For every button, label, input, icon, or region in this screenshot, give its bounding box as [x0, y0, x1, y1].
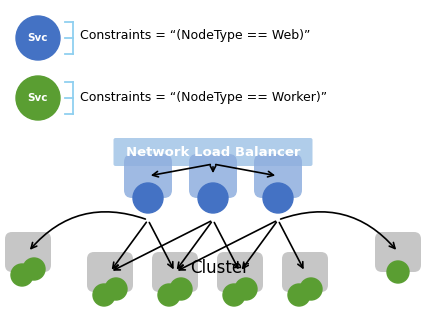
FancyBboxPatch shape [113, 138, 313, 166]
Circle shape [133, 183, 163, 213]
FancyBboxPatch shape [189, 154, 237, 198]
Circle shape [158, 284, 180, 306]
Text: Constraints = “(NodeType == Web)”: Constraints = “(NodeType == Web)” [80, 29, 311, 42]
Circle shape [16, 16, 60, 60]
FancyBboxPatch shape [217, 252, 263, 292]
FancyBboxPatch shape [124, 154, 172, 198]
FancyBboxPatch shape [282, 252, 328, 292]
Text: Network Load Balancer: Network Load Balancer [126, 145, 300, 159]
Text: Svc: Svc [28, 33, 48, 43]
Circle shape [11, 264, 33, 286]
Circle shape [387, 261, 409, 283]
Text: Cluster: Cluster [190, 259, 250, 277]
Circle shape [105, 278, 127, 300]
Circle shape [235, 278, 257, 300]
Circle shape [300, 278, 322, 300]
Circle shape [16, 76, 60, 120]
Text: Svc: Svc [28, 93, 48, 103]
FancyBboxPatch shape [152, 252, 198, 292]
Circle shape [263, 183, 293, 213]
FancyBboxPatch shape [5, 232, 51, 272]
Circle shape [198, 183, 228, 213]
Circle shape [23, 258, 45, 280]
Circle shape [223, 284, 245, 306]
FancyBboxPatch shape [254, 154, 302, 198]
Circle shape [170, 278, 192, 300]
Text: Constraints = “(NodeType == Worker)”: Constraints = “(NodeType == Worker)” [80, 91, 327, 104]
FancyBboxPatch shape [87, 252, 133, 292]
Circle shape [288, 284, 310, 306]
FancyBboxPatch shape [375, 232, 421, 272]
Circle shape [93, 284, 115, 306]
